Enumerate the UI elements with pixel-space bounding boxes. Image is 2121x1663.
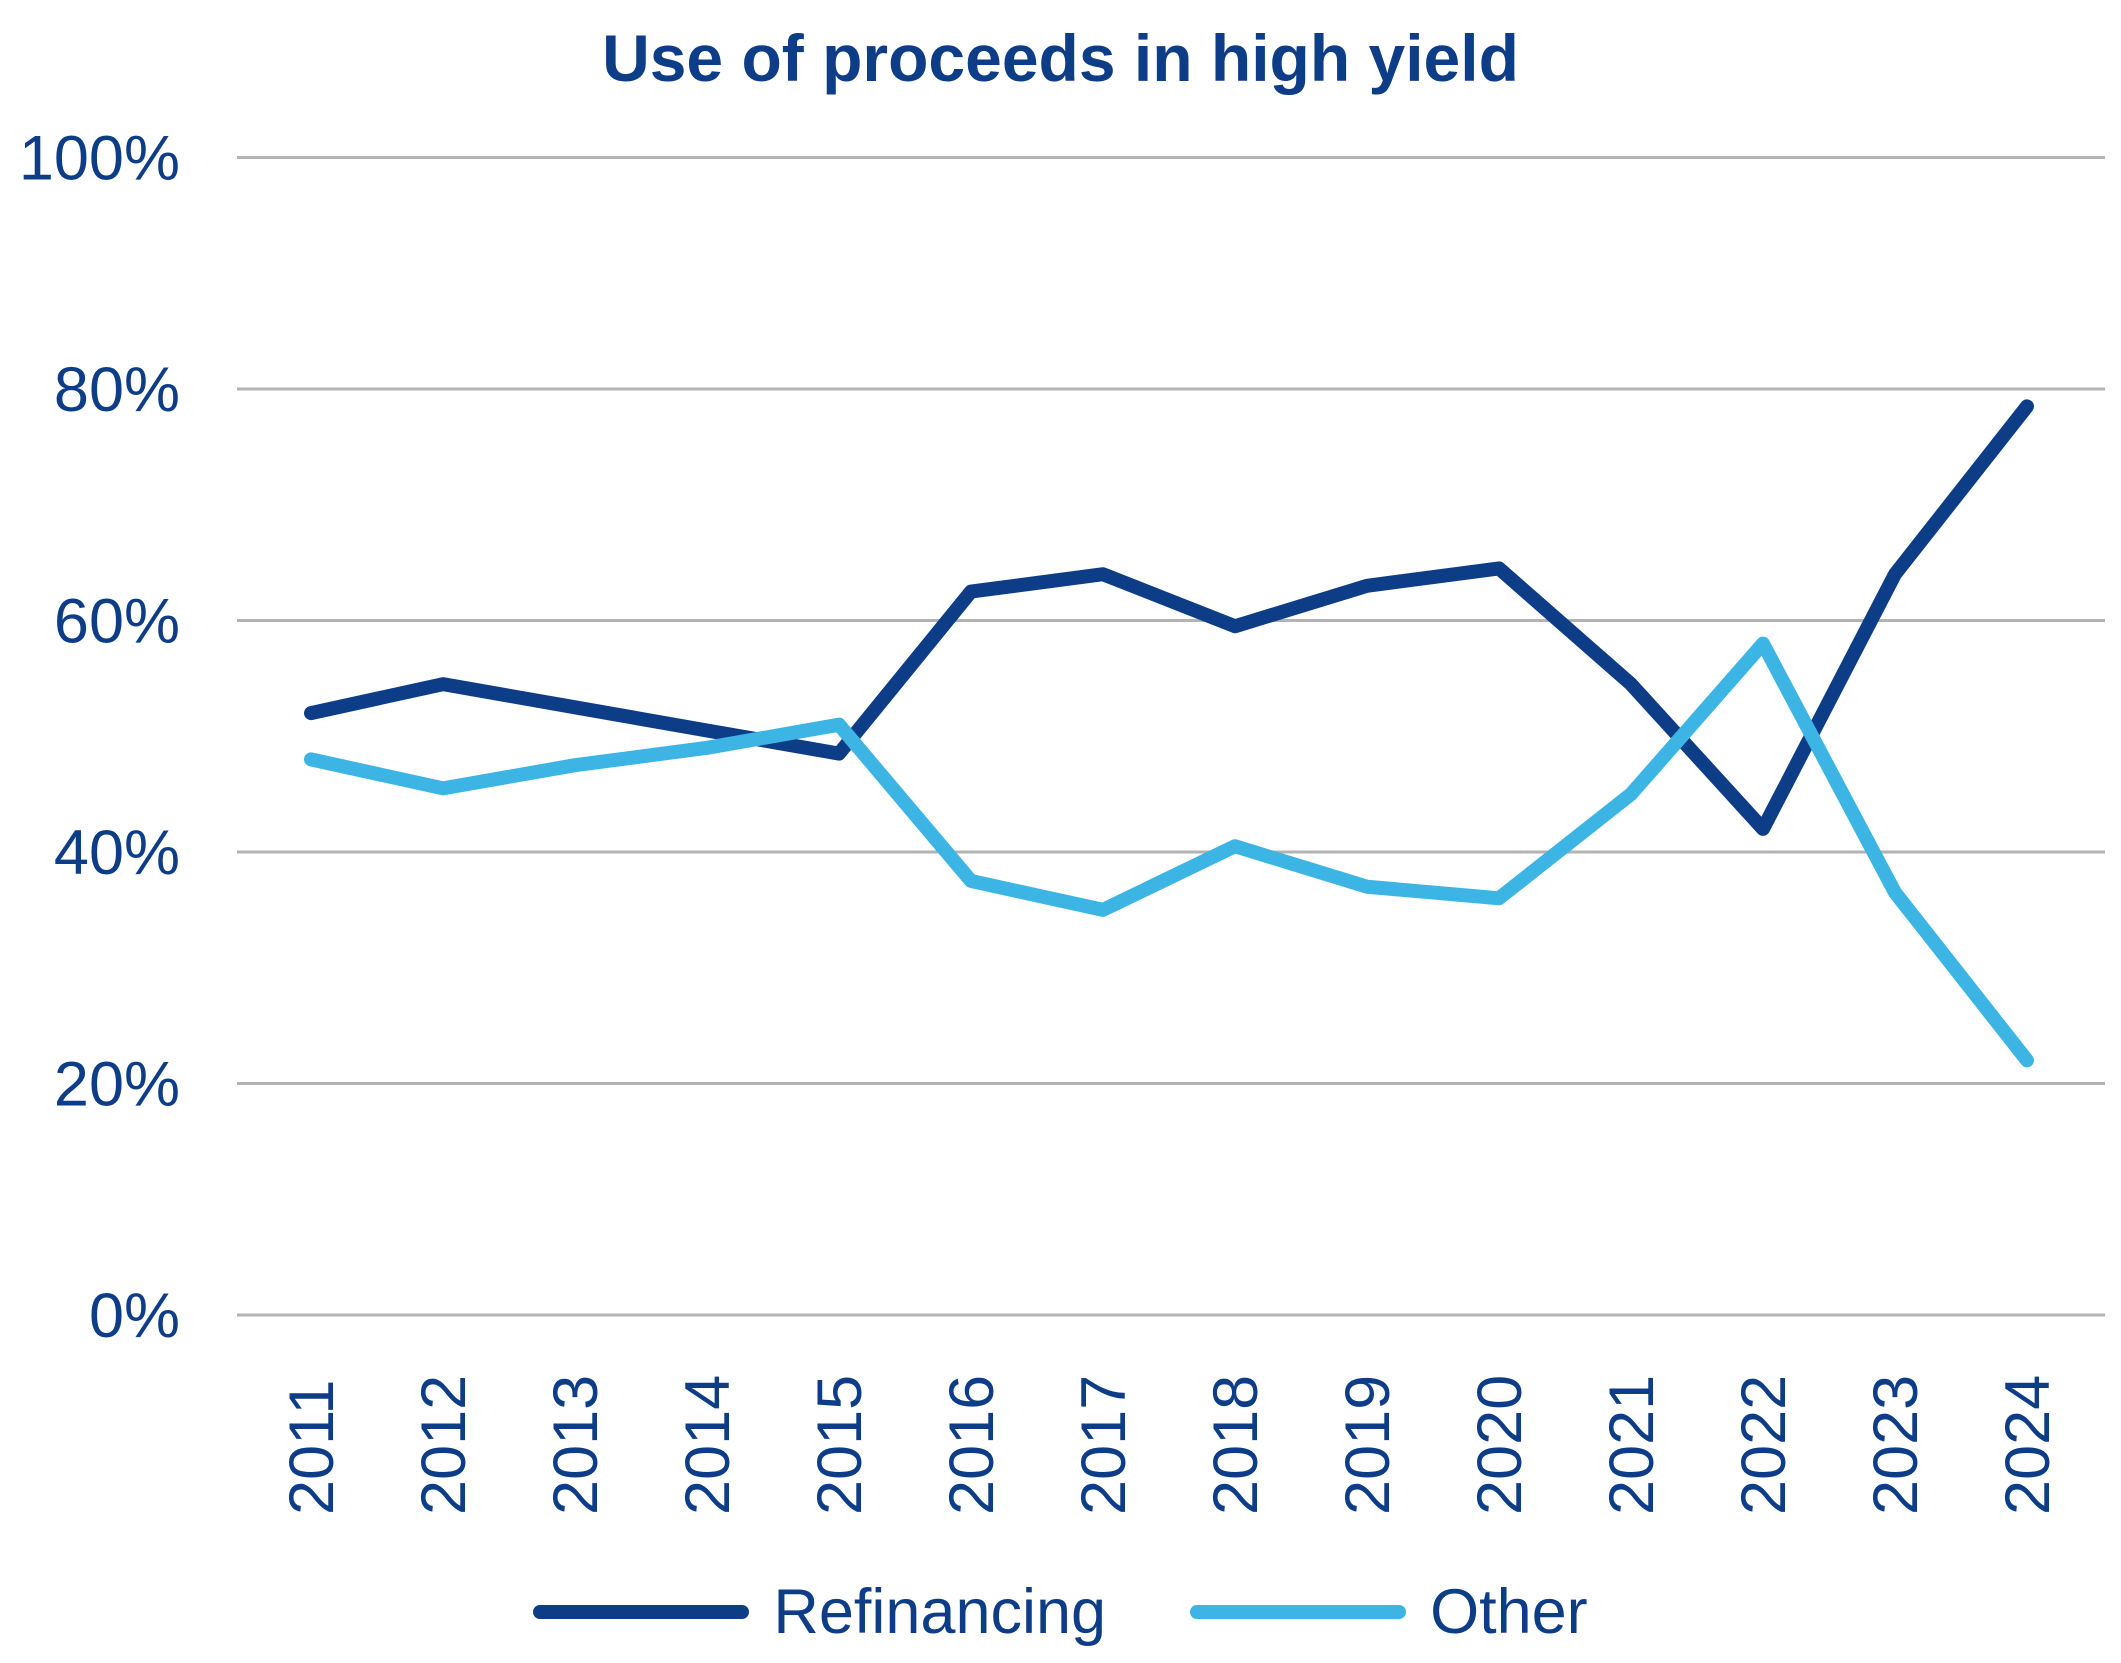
chart-title: Use of proceeds in high yield <box>602 21 1519 95</box>
y-tick-label: 60% <box>54 587 180 657</box>
x-tick-label: 2024 <box>1993 1375 2063 1515</box>
legend-label-other: Other <box>1430 1577 1588 1647</box>
x-tick-label: 2015 <box>805 1375 875 1515</box>
x-tick-label: 2013 <box>541 1375 611 1515</box>
other-line <box>304 636 2034 1068</box>
other-line-swatch <box>1190 1605 1407 1619</box>
x-tick-label: 2012 <box>409 1375 479 1515</box>
refinancing-line-swatch <box>533 1605 750 1619</box>
x-tick-label: 2023 <box>1861 1375 1931 1515</box>
x-tick-label: 2020 <box>1465 1375 1535 1515</box>
y-tick-label: 40% <box>54 818 180 888</box>
refinancing-line <box>304 399 2034 836</box>
x-tick-label: 2021 <box>1597 1375 1667 1515</box>
legend: Refinancing Other <box>0 1576 2121 1648</box>
x-tick-label: 2017 <box>1069 1375 1139 1515</box>
y-tick-label: 80% <box>54 355 180 425</box>
y-tick-label: 100% <box>19 124 180 194</box>
x-tick-label: 2011 <box>277 1380 347 1515</box>
legend-label-refinancing: Refinancing <box>773 1577 1107 1647</box>
x-tick-label: 2019 <box>1333 1375 1403 1515</box>
x-tick-label: 2018 <box>1201 1375 1271 1515</box>
x-tick-label: 2016 <box>937 1375 1007 1515</box>
y-tick-label: 20% <box>54 1050 180 1120</box>
y-tick-label: 0% <box>89 1281 180 1351</box>
x-tick-label: 2014 <box>673 1375 743 1515</box>
legend-item-refinancing: Refinancing <box>533 1576 1106 1648</box>
x-tick-label: 2022 <box>1729 1375 1799 1515</box>
legend-item-other: Other <box>1190 1576 1588 1648</box>
